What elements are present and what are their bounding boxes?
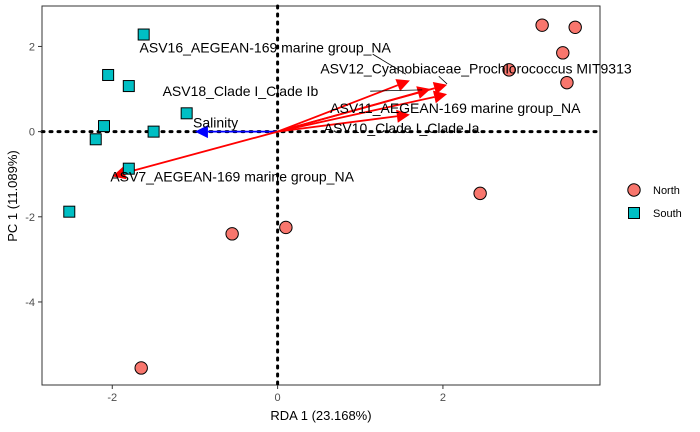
axes: -2 0 2 2 0 -2 -4 <box>25 41 446 404</box>
y-tick-label: -4 <box>25 297 35 309</box>
north-point <box>535 18 549 32</box>
x-tick-label: 2 <box>440 392 446 404</box>
south-point <box>137 28 150 41</box>
vector-arrowhead <box>432 90 448 104</box>
vector-arrow-line <box>277 115 398 133</box>
vector-arrow-line <box>124 130 278 174</box>
label-leader-line <box>370 89 423 92</box>
vector-arrow-line <box>277 84 399 133</box>
north-point <box>279 220 293 235</box>
north-point <box>502 63 516 77</box>
north-point <box>225 227 239 241</box>
vector-labels: Salinity ASV16_AEGEAN-169 marine group_NA… <box>110 39 632 184</box>
x-axis-label: RDA 1 (23.168%) <box>270 408 371 423</box>
legend-north-key <box>627 183 641 197</box>
south-point <box>122 162 135 175</box>
x-tick-label: -2 <box>107 392 117 404</box>
vector-label: Salinity <box>193 114 238 130</box>
legend-label: South <box>653 208 682 220</box>
data-points <box>63 18 582 375</box>
legend-south-key <box>628 207 640 219</box>
vector-arrow-line <box>277 96 435 133</box>
vector-arrowhead <box>432 81 448 95</box>
vector-arrowhead <box>416 86 431 99</box>
label-leader-line <box>438 75 448 85</box>
legend-label: North <box>653 185 680 197</box>
y-tick-label: -2 <box>25 212 35 224</box>
vector-arrow-line <box>277 91 419 133</box>
x-tick-label: 0 <box>275 392 281 404</box>
label-leader-line <box>372 53 406 75</box>
south-point <box>180 107 193 120</box>
vector-label: ASV11_AEGEAN-169 marine group_NA <box>330 100 581 116</box>
vector-label: ASV7_AEGEAN-169 marine group_NA <box>110 168 354 184</box>
north-point <box>134 361 148 375</box>
south-point <box>147 125 160 138</box>
north-point <box>473 186 487 201</box>
y-tick-label: 2 <box>29 41 35 53</box>
y-tick-label: 0 <box>29 127 35 139</box>
vector-label: ASV12_Cyanobiaceae_Prochlorococcus MIT93… <box>320 61 632 77</box>
north-point <box>568 20 582 34</box>
vector-arrowhead <box>194 125 208 139</box>
south-point <box>63 205 76 218</box>
vector-label: ASV18_Clade I_Clade Ib <box>163 83 319 99</box>
vector-label: ASV10_Clade I_Clade Ia <box>324 120 480 136</box>
vector-label: ASV16_AEGEAN-169 marine group_NA <box>140 39 392 55</box>
north-point <box>560 75 574 90</box>
south-point <box>89 133 102 146</box>
vector-arrowhead <box>396 109 410 123</box>
vector-arrowhead <box>395 79 410 92</box>
y-axis-label: PC 1 (11.089%) <box>5 150 20 242</box>
south-point <box>122 80 135 93</box>
south-point <box>102 68 115 81</box>
vector-arrows <box>112 79 448 180</box>
north-point <box>556 46 570 60</box>
reference-lines <box>40 4 602 387</box>
legend: North South <box>627 183 682 220</box>
south-point <box>98 120 110 133</box>
